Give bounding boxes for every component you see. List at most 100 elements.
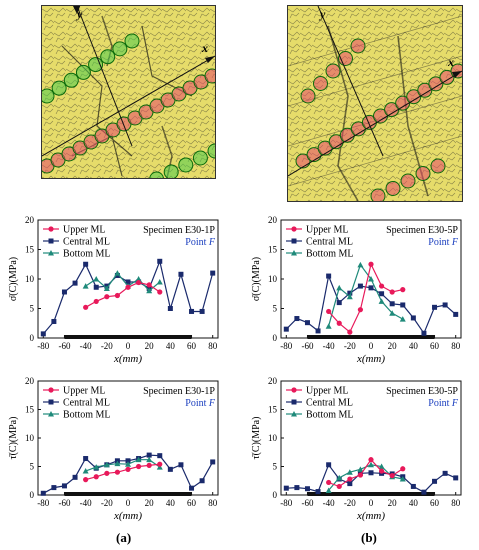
data-point-central — [61, 483, 67, 489]
x-tick-label: 0 — [126, 341, 131, 351]
data-point-central — [294, 316, 300, 322]
data-point-central — [125, 458, 131, 464]
data-point-central — [189, 485, 195, 491]
data-point-bottom — [146, 456, 153, 463]
data-point-bottom — [399, 316, 406, 322]
x-tick-label: 20 — [145, 498, 155, 508]
x-axis-label: x(mm) — [113, 353, 142, 365]
series-bottom — [325, 261, 406, 329]
data-point-central — [410, 483, 416, 489]
data-point-central — [400, 302, 406, 308]
data-point-central — [326, 273, 332, 279]
photo-b-ml-circle — [428, 76, 444, 92]
data-point-central — [157, 453, 163, 459]
chart-b-bottom: -80 -60 -40 -20 0 20 40 60 80 0 5 10 15 20 x(mm) τ̄(C)(… — [245, 375, 479, 527]
data-point-central — [199, 478, 205, 484]
data-point-bottom — [336, 474, 343, 481]
data-point-upper — [104, 294, 110, 300]
photo-a-ml-circle — [192, 150, 208, 166]
data-point-upper — [135, 463, 142, 470]
data-point-central — [283, 326, 289, 332]
x-tick-label: -60 — [301, 498, 313, 508]
y-axis-label: τ̄(C)(MPa) — [251, 417, 262, 460]
photo-b-ml-circle — [439, 69, 455, 85]
data-point-central — [167, 466, 173, 472]
x-tick-label: 80 — [208, 498, 218, 508]
series-upper — [83, 279, 163, 310]
data-point-bottom — [357, 466, 364, 472]
data-point-bottom — [325, 323, 332, 329]
photo-a-ml-circle — [149, 171, 165, 178]
x-tick-label: 40 — [166, 498, 176, 508]
data-point-central — [72, 280, 78, 286]
series-line-bottom — [328, 263, 404, 327]
y-tick-label: 5 — [273, 462, 278, 472]
x-tick-label: -60 — [58, 498, 70, 508]
data-point-bottom — [103, 461, 110, 468]
photo-a-ml-circle — [178, 157, 194, 173]
photo-b-ml-circle — [385, 181, 401, 196]
x-tick-label: 40 — [409, 498, 419, 508]
photo-b-ml-circle — [417, 82, 433, 98]
y-tick-label: 20 — [25, 215, 35, 225]
y-tick-label: 15 — [268, 405, 278, 415]
data-point-bottom — [368, 276, 374, 282]
y-tick-label: 0 — [30, 333, 35, 343]
data-point-bottom — [93, 464, 100, 470]
x-tick-label: 0 — [369, 341, 374, 351]
data-point-upper — [400, 466, 406, 472]
x-tick-label: 0 — [369, 498, 374, 508]
photo-a-ml-circle — [51, 80, 67, 96]
x-tick-label: -60 — [301, 341, 313, 351]
data-point-central — [421, 330, 427, 336]
data-point-central — [51, 485, 57, 491]
legend-marker-upper — [48, 226, 54, 232]
data-point-bottom — [93, 276, 100, 282]
data-point-bottom — [346, 293, 353, 300]
series-bottom — [82, 456, 163, 474]
photo-a-axis-x: x — [201, 41, 208, 55]
legend-marker-bottom — [48, 250, 54, 256]
legend-label-central: Central ML — [63, 398, 110, 409]
data-point-central — [178, 271, 184, 277]
y-tick-label: 15 — [268, 245, 278, 255]
x-axis-label: x(mm) — [356, 353, 385, 365]
data-point-bottom — [156, 464, 163, 470]
y-tick-label: 5 — [273, 304, 278, 314]
series-line-central — [286, 463, 456, 493]
legend-marker-upper — [48, 387, 54, 393]
x-tick-label: 80 — [208, 341, 218, 351]
data-point-bottom — [135, 456, 142, 463]
data-point-central — [442, 470, 448, 476]
x-tick-label: -40 — [80, 341, 92, 351]
photo-a-ml-circle — [100, 49, 116, 65]
y-axis-label: τ̄(C)(MPa) — [8, 417, 19, 460]
legend-marker-bottom — [291, 411, 297, 417]
data-point-central — [315, 328, 321, 334]
series-line-bottom — [85, 459, 161, 472]
data-point-central — [125, 279, 131, 285]
x-tick-label: -80 — [37, 498, 49, 508]
data-point-central — [304, 320, 310, 326]
chart-a-top: -80 -60 -40 -20 0 20 40 60 80 0 5 10 15 20 x(mm) σ̄(C)(… — [0, 212, 239, 372]
x-tick-label: 20 — [145, 341, 155, 351]
data-point-central — [432, 478, 438, 484]
data-point-bottom — [346, 469, 353, 475]
photo-b-ml-circle — [339, 127, 355, 143]
data-point-upper — [146, 462, 152, 468]
series-line-central — [285, 273, 457, 335]
point-label: Point F — [428, 398, 459, 409]
data-point-central — [389, 301, 395, 307]
y-tick-label: 10 — [268, 433, 278, 443]
legend-label-central: Central ML — [306, 237, 353, 248]
specimen-label: Specimen E30-5P — [386, 386, 458, 397]
data-point-central — [40, 490, 46, 496]
x-tick-label: 80 — [451, 498, 461, 508]
data-point-central — [210, 459, 216, 465]
photo-b-image: y x — [288, 6, 462, 201]
data-point-central — [315, 489, 321, 495]
photo-a-axis-y: y — [75, 7, 83, 21]
photo-b-ml-circle — [350, 38, 366, 54]
photo-a-ml-circle — [124, 33, 140, 49]
series-central — [40, 258, 216, 337]
